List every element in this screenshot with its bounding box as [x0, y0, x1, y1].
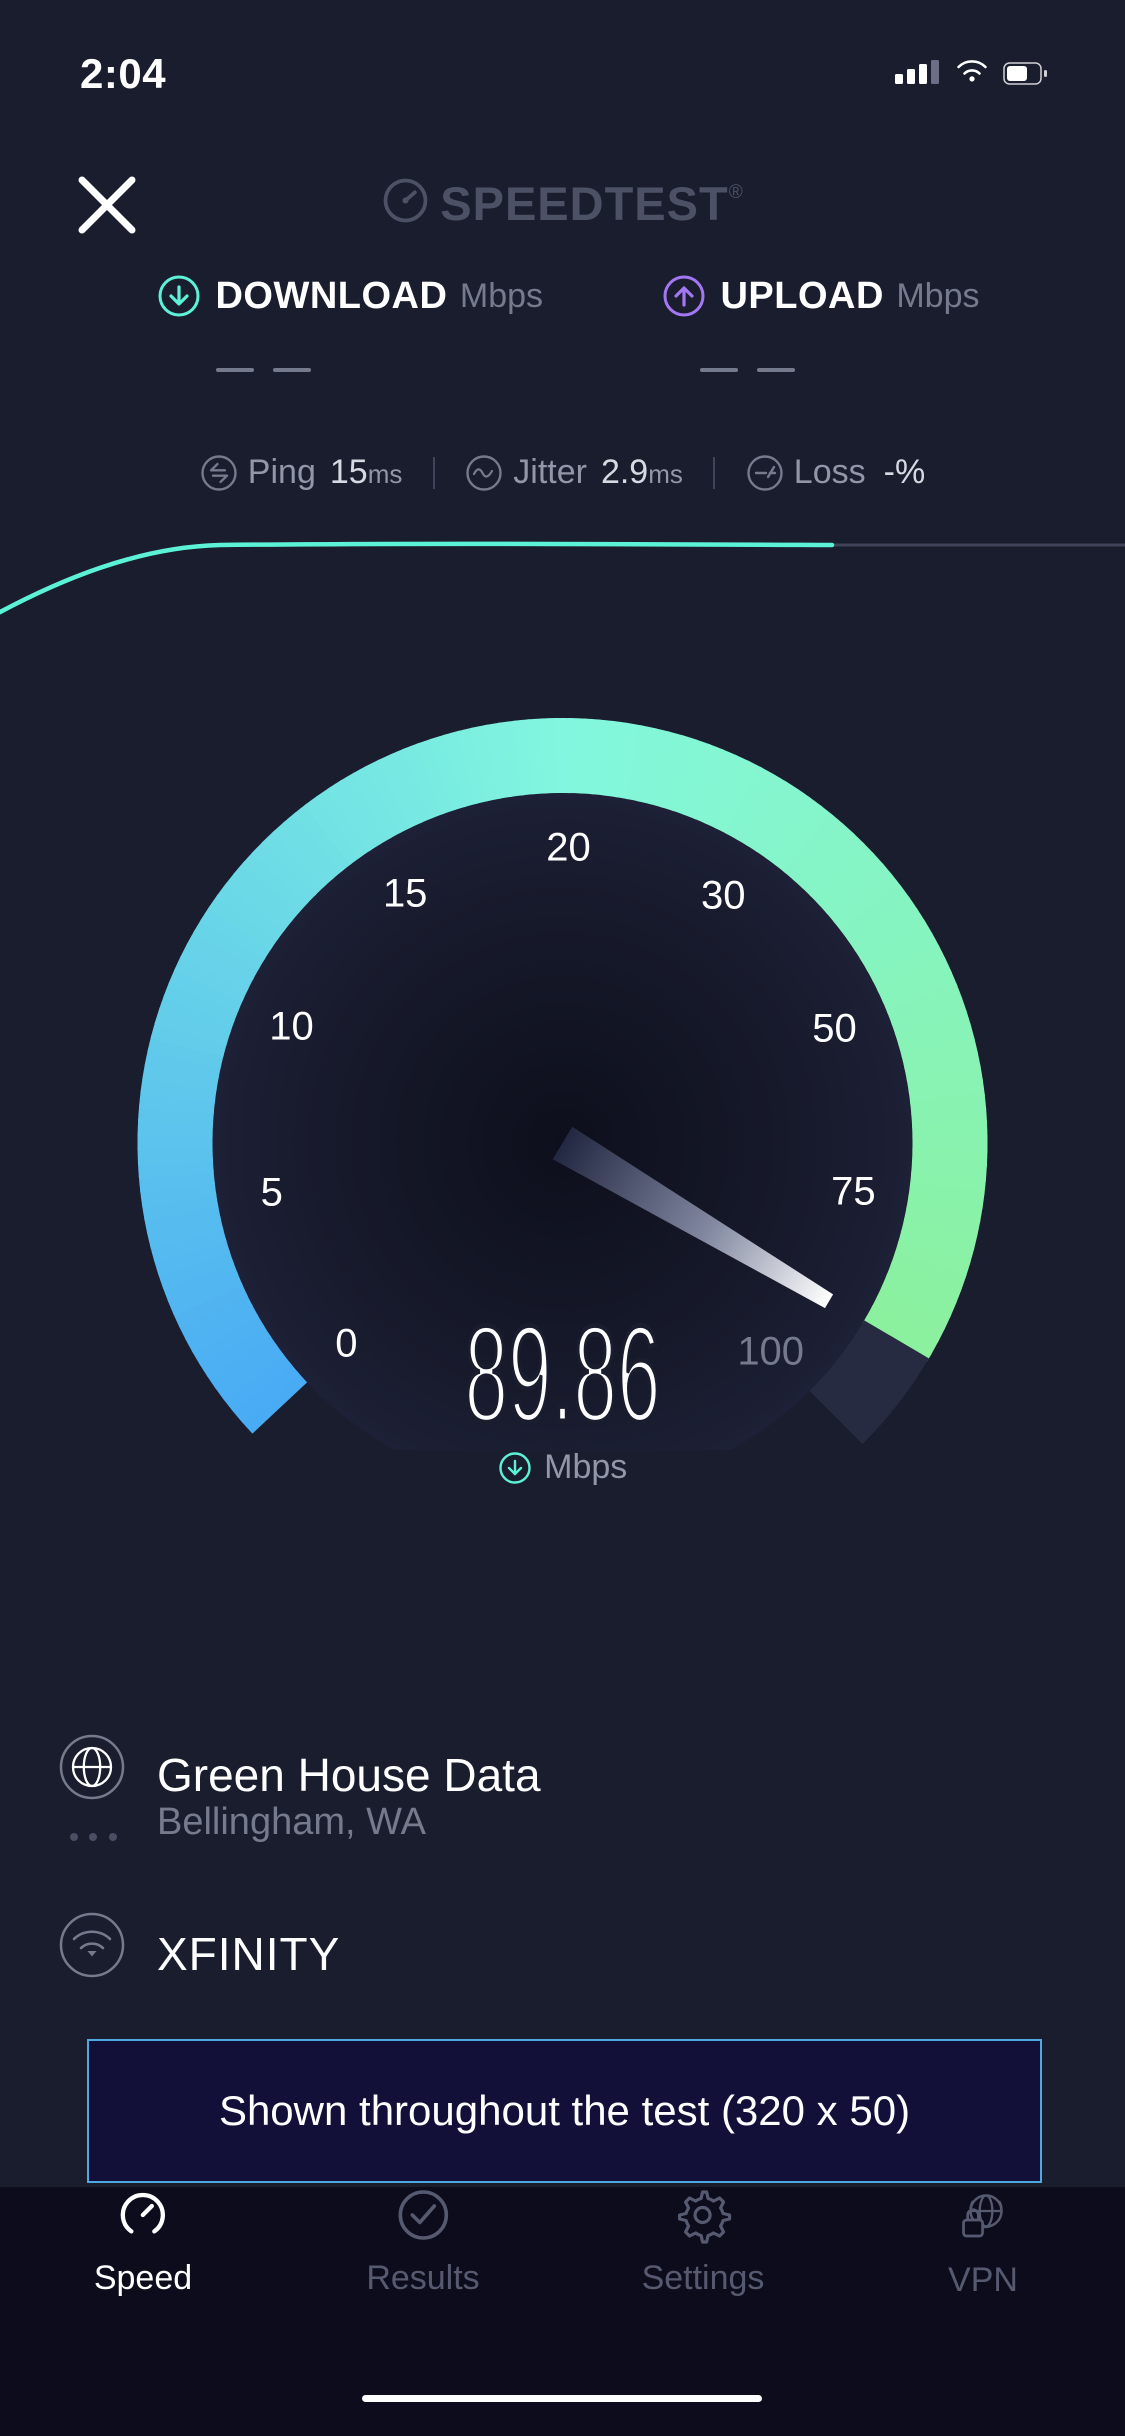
svg-text:89.86: 89.86 [465, 1316, 661, 1451]
